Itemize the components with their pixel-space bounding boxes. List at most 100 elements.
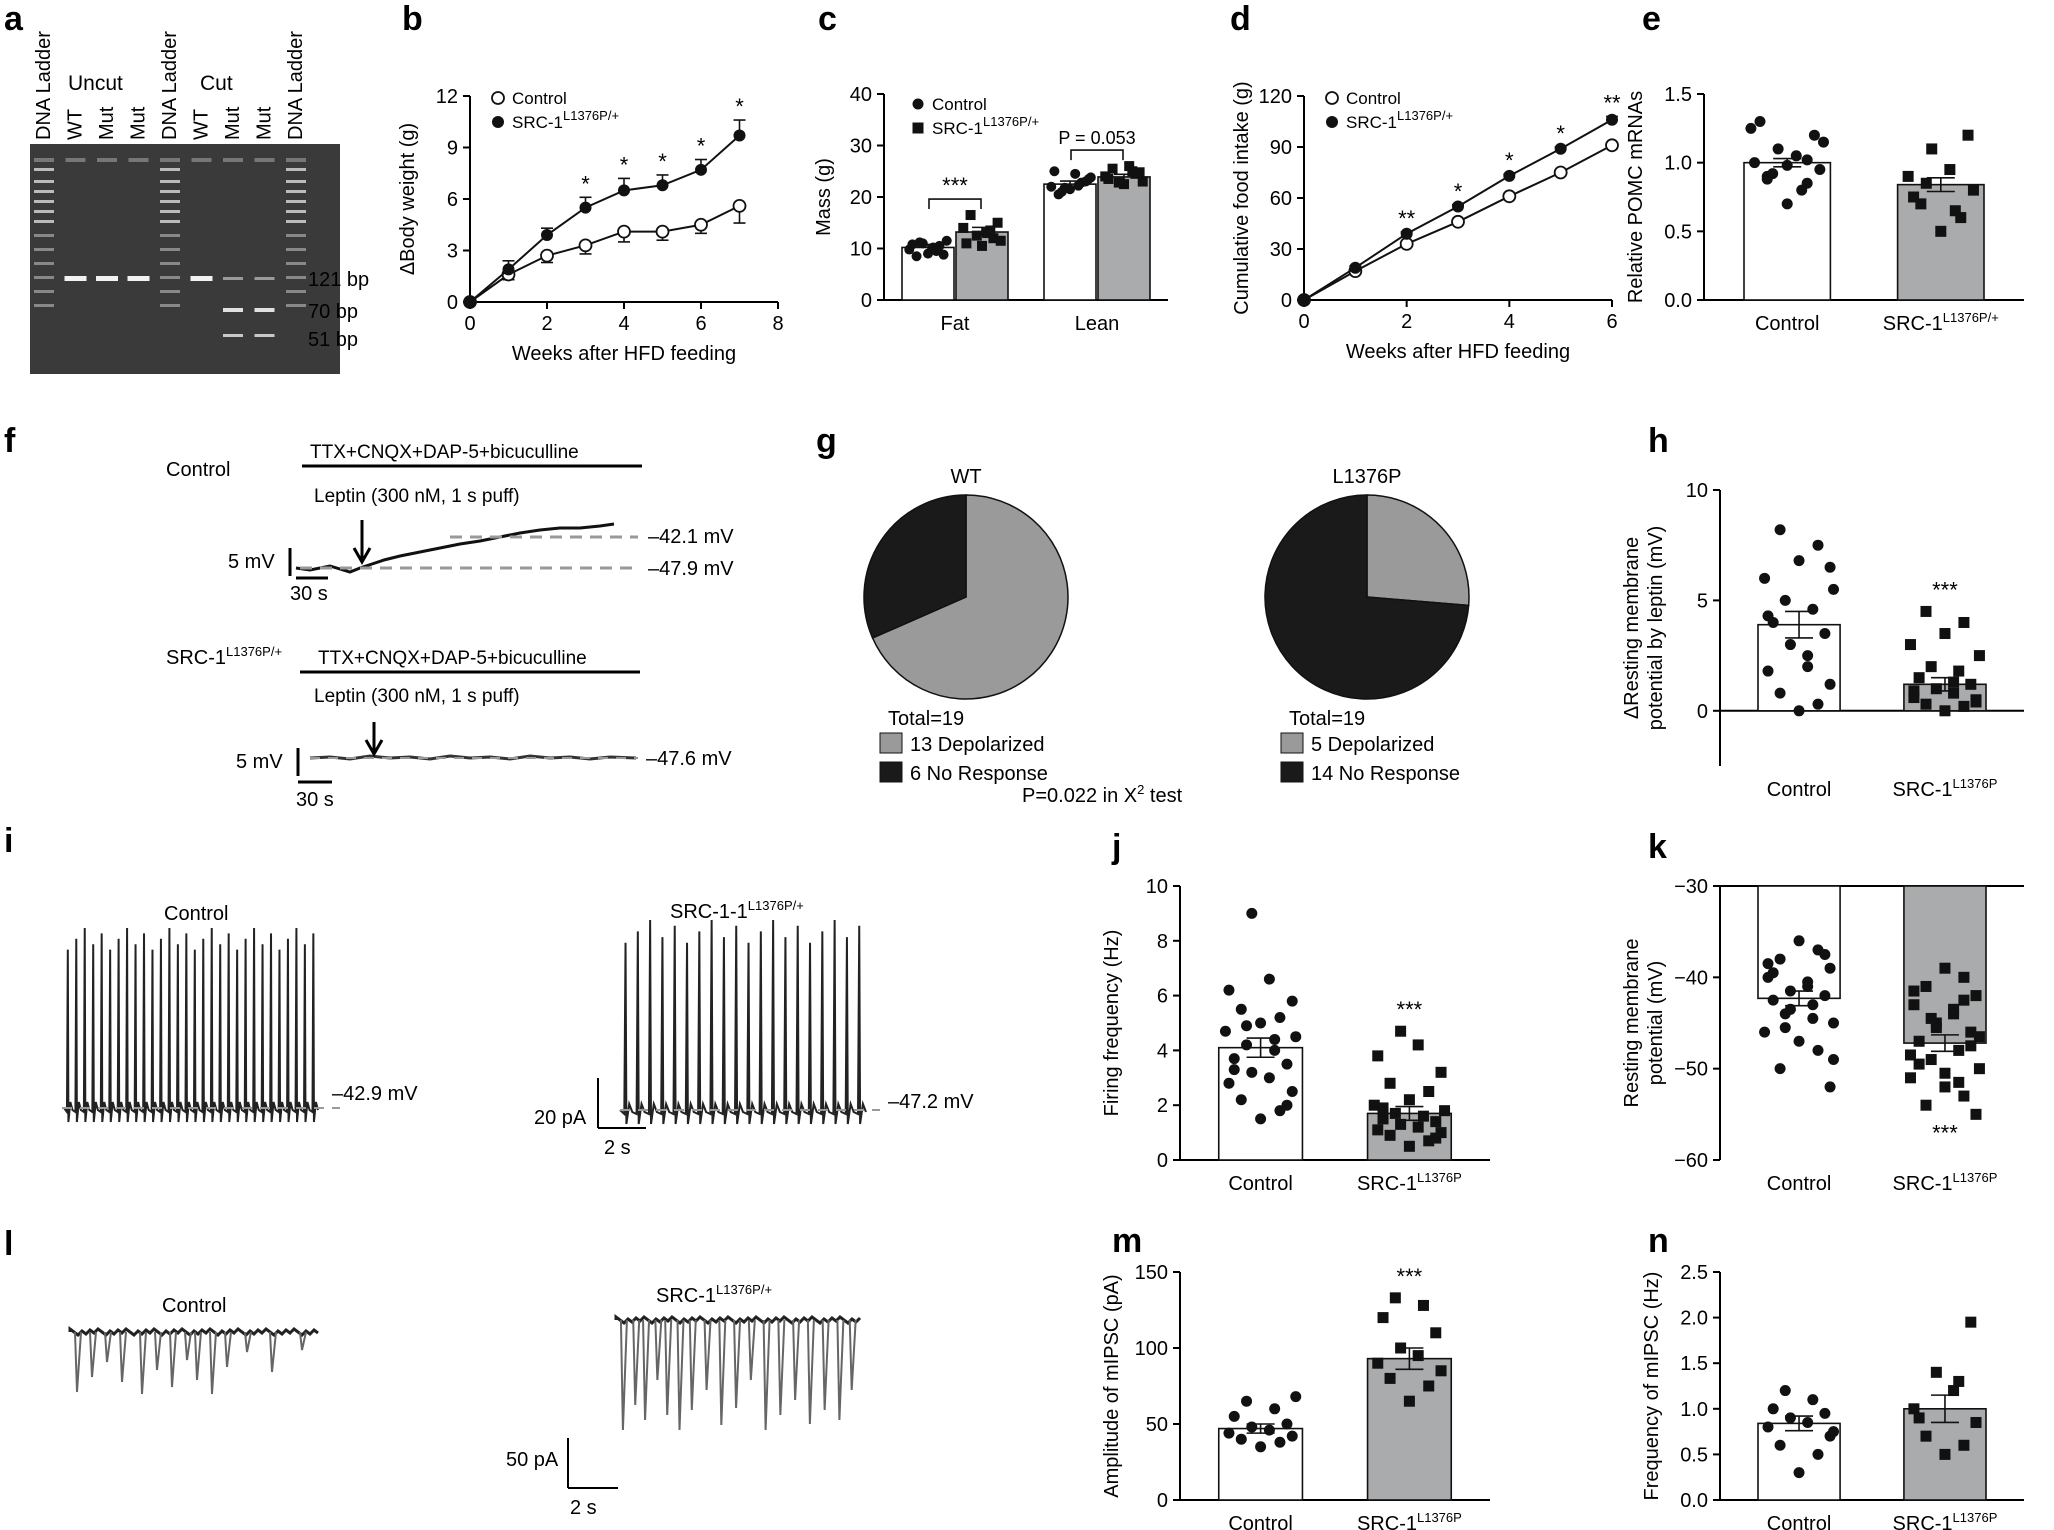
data-point	[1970, 990, 1982, 1002]
data-point	[732, 198, 747, 213]
y-tick-label: 3	[447, 241, 458, 263]
data-point	[958, 222, 969, 233]
i-control-trace	[63, 927, 319, 1123]
significance-mark: P = 0.053	[1058, 128, 1135, 148]
bar-group	[1097, 161, 1151, 301]
category-label: SRC-1L1376P	[1357, 1170, 1462, 1195]
y-tick-label: 0.0	[1680, 1490, 1708, 1512]
ladder-band	[34, 248, 54, 251]
significance-mark: ***	[1932, 1120, 1958, 1145]
data-point	[1235, 1003, 1247, 1015]
legend-label: SRC-1L1376P/+	[932, 114, 1039, 138]
data-point	[1384, 1077, 1396, 1089]
mipsc-event	[632, 1319, 641, 1406]
series-line	[469, 134, 741, 303]
data-point	[1828, 1017, 1840, 1029]
gel-group-uncut: Uncut	[68, 72, 123, 95]
f-scale-s-label-2: 30 s	[296, 789, 334, 811]
series-1	[464, 119, 746, 308]
f-leptin-label-2: Leptin (300 nM, 1 s puff)	[314, 686, 520, 707]
band-121	[127, 276, 150, 281]
chart-h: h 0 5 10 ΔResting membrane potential by lepti…	[1621, 422, 2024, 801]
mipsc-event	[269, 1331, 277, 1373]
data-point	[1949, 205, 1961, 217]
data-point	[1801, 154, 1813, 166]
panel-letter-j: j	[1111, 828, 1121, 866]
data-point	[1269, 1403, 1281, 1415]
data-point	[1767, 967, 1779, 979]
data-point	[733, 129, 746, 142]
x-tick-label: 6	[695, 313, 706, 335]
bar-group-0: Control	[1757, 1385, 1841, 1530]
data-point	[1430, 1327, 1442, 1339]
data-point	[1389, 1292, 1401, 1304]
mipsc-event	[184, 1331, 192, 1361]
mipsc-event	[104, 1331, 112, 1363]
l-scale-s-label: 2 s	[570, 1497, 597, 1519]
data-point	[1817, 136, 1829, 148]
panel-letter-h: h	[1648, 422, 1669, 460]
data-point	[1417, 1299, 1429, 1311]
category-label: Control	[1755, 313, 1819, 335]
significance-mark: *	[697, 134, 706, 159]
data-point	[1389, 1107, 1401, 1119]
data-point	[1948, 1385, 1960, 1397]
data-point	[1793, 1467, 1805, 1479]
data-point	[1930, 683, 1942, 695]
chart-j: j 0 2 4 6 8 10 Firing frequency (Hz) Control SRC-…	[1101, 828, 1490, 1195]
gel-size-51: 51 bp	[308, 329, 358, 351]
chart-b: b 0 2 4 6 8 0 3 6 9 12 Weeks after HFD feeding ΔBody…	[397, 0, 784, 365]
mipsc-event	[74, 1331, 82, 1393]
data-point	[1298, 294, 1310, 306]
legend-marker	[912, 98, 924, 110]
data-point	[1759, 1026, 1771, 1038]
mipsc-event	[642, 1319, 651, 1421]
category-label: Fat	[941, 313, 970, 335]
data-point	[1281, 1058, 1293, 1070]
data-point	[540, 248, 554, 263]
data-point	[1372, 1050, 1384, 1062]
panel-l: l Control SRC-1L1376P/+ 50 pA 2 s	[4, 1225, 862, 1519]
data-point	[695, 163, 707, 176]
legend-label: 5 Depolarized	[1311, 734, 1434, 756]
data-point	[941, 235, 952, 246]
y-axis-label: potential by leptin (mV)	[1645, 526, 1667, 731]
data-point	[1762, 1421, 1774, 1433]
y-tick-label: 60	[1270, 188, 1292, 210]
ladder-band	[160, 290, 180, 293]
data-point	[1246, 907, 1258, 919]
data-point	[1970, 696, 1982, 708]
y-tick-label: 4	[1157, 1040, 1168, 1062]
y-tick-label: −30	[1674, 876, 1708, 898]
bar	[1217, 1427, 1304, 1501]
data-point	[1973, 650, 1985, 662]
mipsc-event	[747, 1319, 756, 1381]
y-tick-label: 10	[1686, 480, 1708, 502]
data-point	[1400, 227, 1413, 240]
data-point	[1908, 685, 1920, 697]
panel-letter-e: e	[1642, 0, 1661, 38]
legend-label-main: Control	[512, 89, 567, 108]
data-point	[1228, 1410, 1240, 1422]
data-point	[1819, 628, 1831, 640]
ladder-band	[286, 180, 306, 183]
data-point	[1935, 225, 1947, 237]
ladder-band	[34, 234, 54, 237]
data-point	[1784, 1412, 1796, 1424]
f-puff-arrow-2	[364, 722, 384, 758]
bar-group	[901, 235, 955, 301]
category-label-sup: L1376P	[1953, 1510, 1998, 1525]
spike-train	[619, 919, 867, 1125]
l-scale-pa-label: 50 pA	[506, 1449, 559, 1471]
data-point	[1762, 610, 1774, 622]
x-tick-label: 0	[464, 313, 475, 335]
significance-mark: *	[1556, 121, 1565, 146]
data-point	[1925, 1054, 1937, 1066]
l-mutant-trace	[614, 1314, 862, 1431]
data-point	[1554, 142, 1567, 155]
pie-total: Total=19	[1289, 708, 1365, 730]
data-point	[1807, 1012, 1819, 1024]
y-tick-label: 0	[447, 292, 458, 314]
legend-label-main: Control	[1346, 89, 1401, 108]
y-tick-label: 0.0	[1664, 290, 1692, 312]
